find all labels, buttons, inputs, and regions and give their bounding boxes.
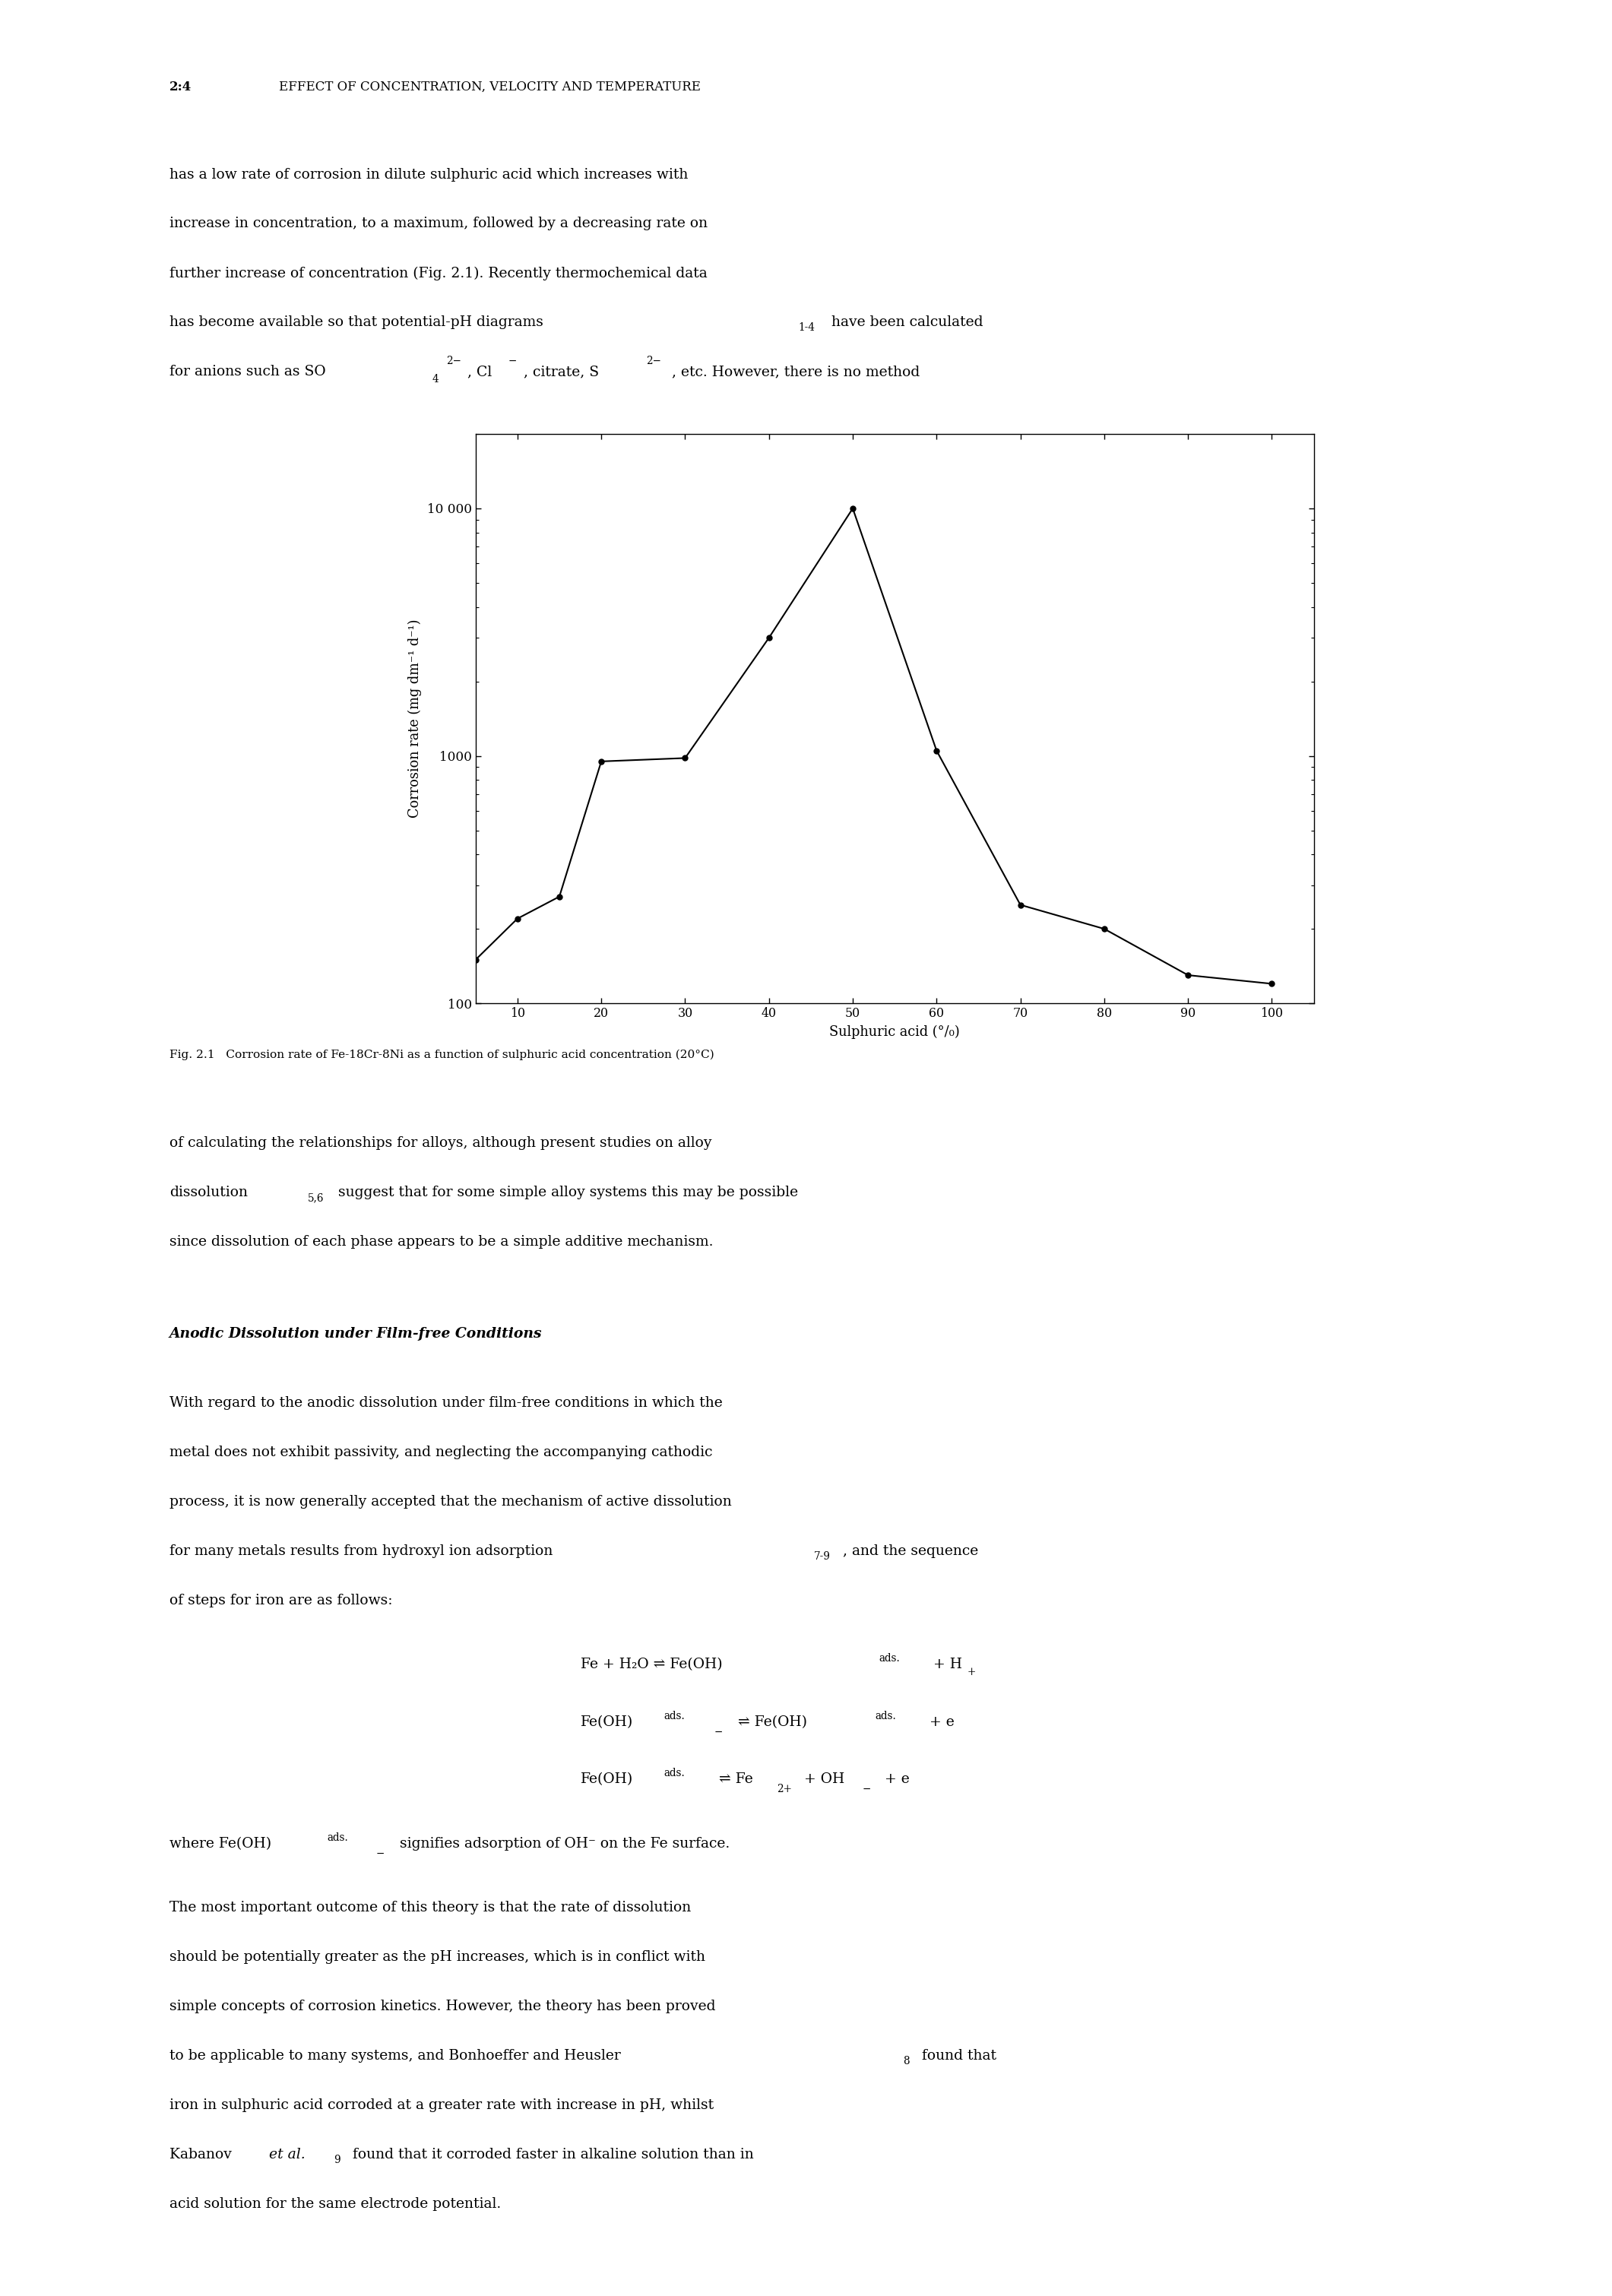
Text: 5,6: 5,6 (308, 1194, 324, 1203)
Text: ads.: ads. (875, 1711, 896, 1722)
Text: for many metals results from hydroxyl ion adsorption: for many metals results from hydroxyl io… (169, 1545, 553, 1557)
Text: further increase of concentration (Fig. 2.1). Recently thermochemical data: further increase of concentration (Fig. … (169, 266, 708, 280)
Text: 8: 8 (903, 2057, 909, 2066)
Text: should be potentially greater as the pH increases, which is in conflict with: should be potentially greater as the pH … (169, 1952, 704, 1963)
Text: ⇌ Fe: ⇌ Fe (714, 1773, 753, 1786)
Text: , citrate, S: , citrate, S (524, 365, 600, 379)
X-axis label: Sulphuric acid (°/₀): Sulphuric acid (°/₀) (830, 1026, 959, 1040)
Text: 2−: 2− (447, 356, 461, 367)
Text: + e: + e (880, 1773, 909, 1786)
Text: process, it is now generally accepted that the mechanism of active dissolution: process, it is now generally accepted th… (169, 1495, 732, 1508)
Text: 1-4: 1-4 (798, 321, 814, 333)
Text: + OH: + OH (800, 1773, 845, 1786)
Text: 2−: 2− (646, 356, 661, 367)
Text: Kabanov: Kabanov (169, 2149, 235, 2161)
Text: , and the sequence: , and the sequence (843, 1545, 978, 1557)
Text: ads.: ads. (664, 1768, 685, 1779)
Text: Anodic Dissolution under Film-free Conditions: Anodic Dissolution under Film-free Condi… (169, 1327, 542, 1341)
Text: ads.: ads. (327, 1832, 348, 1844)
Text: since dissolution of each phase appears to be a simple additive mechanism.: since dissolution of each phase appears … (169, 1235, 713, 1249)
Text: iron in sulphuric acid corroded at a greater rate with increase in pH, whilst: iron in sulphuric acid corroded at a gre… (169, 2099, 714, 2112)
Text: −: − (862, 1784, 870, 1795)
Text: The most important outcome of this theory is that the rate of dissolution: The most important outcome of this theor… (169, 1901, 692, 1915)
Text: found that it corroded faster in alkaline solution than in: found that it corroded faster in alkalin… (348, 2149, 754, 2161)
Text: −: − (714, 1727, 722, 1738)
Text: +: + (967, 1667, 975, 1678)
Text: 9: 9 (334, 2154, 340, 2165)
Text: −: − (508, 356, 516, 367)
Text: et al.: et al. (269, 2149, 306, 2161)
Text: ads.: ads. (879, 1653, 899, 1665)
Text: EFFECT OF CONCENTRATION, VELOCITY AND TEMPERATURE: EFFECT OF CONCENTRATION, VELOCITY AND TE… (279, 80, 701, 94)
Text: , Cl: , Cl (467, 365, 492, 379)
Text: have been calculated: have been calculated (827, 315, 983, 328)
Text: to be applicable to many systems, and Bonhoeffer and Heusler: to be applicable to many systems, and Bo… (169, 2050, 621, 2062)
Text: With regard to the anodic dissolution under film-free conditions in which the: With regard to the anodic dissolution un… (169, 1396, 722, 1410)
Text: , etc. However, there is no method: , etc. However, there is no method (672, 365, 920, 379)
Text: found that: found that (917, 2050, 996, 2062)
Text: suggest that for some simple alloy systems this may be possible: suggest that for some simple alloy syste… (334, 1185, 798, 1199)
Text: has a low rate of corrosion in dilute sulphuric acid which increases with: has a low rate of corrosion in dilute su… (169, 168, 688, 181)
Text: increase in concentration, to a maximum, followed by a decreasing rate on: increase in concentration, to a maximum,… (169, 218, 708, 230)
Text: has become available so that potential-pH diagrams: has become available so that potential-p… (169, 315, 543, 328)
Text: dissolution: dissolution (169, 1185, 248, 1199)
Text: 2+: 2+ (777, 1784, 791, 1795)
Text: Fe(OH): Fe(OH) (580, 1715, 634, 1729)
Text: 4: 4 (432, 374, 438, 386)
Text: signifies adsorption of OH⁻ on the Fe surface.: signifies adsorption of OH⁻ on the Fe su… (395, 1837, 730, 1851)
Text: for anions such as SO: for anions such as SO (169, 365, 326, 379)
Text: metal does not exhibit passivity, and neglecting the accompanying cathodic: metal does not exhibit passivity, and ne… (169, 1446, 713, 1458)
Text: ⇌ Fe(OH): ⇌ Fe(OH) (733, 1715, 808, 1729)
Text: 7-9: 7-9 (814, 1552, 830, 1561)
Text: + H: + H (929, 1658, 962, 1671)
Text: acid solution for the same electrode potential.: acid solution for the same electrode pot… (169, 2197, 501, 2211)
Text: of calculating the relationships for alloys, although present studies on alloy: of calculating the relationships for all… (169, 1137, 711, 1150)
Text: Fe(OH): Fe(OH) (580, 1773, 634, 1786)
Text: −: − (376, 1848, 384, 1860)
Y-axis label: Corrosion rate (mg dm⁻¹ d⁻¹): Corrosion rate (mg dm⁻¹ d⁻¹) (408, 620, 422, 817)
Text: ads.: ads. (664, 1711, 685, 1722)
Text: simple concepts of corrosion kinetics. However, the theory has been proved: simple concepts of corrosion kinetics. H… (169, 2000, 716, 2014)
Text: Fig. 2.1   Corrosion rate of Fe-18Cr-8Ni as a function of sulphuric acid concent: Fig. 2.1 Corrosion rate of Fe-18Cr-8Ni a… (169, 1049, 714, 1061)
Text: 2:4: 2:4 (169, 80, 192, 94)
Text: Fe + H₂O ⇌ Fe(OH): Fe + H₂O ⇌ Fe(OH) (580, 1658, 722, 1671)
Text: + e: + e (925, 1715, 954, 1729)
Text: where Fe(OH): where Fe(OH) (169, 1837, 271, 1851)
Text: of steps for iron are as follows:: of steps for iron are as follows: (169, 1593, 392, 1607)
